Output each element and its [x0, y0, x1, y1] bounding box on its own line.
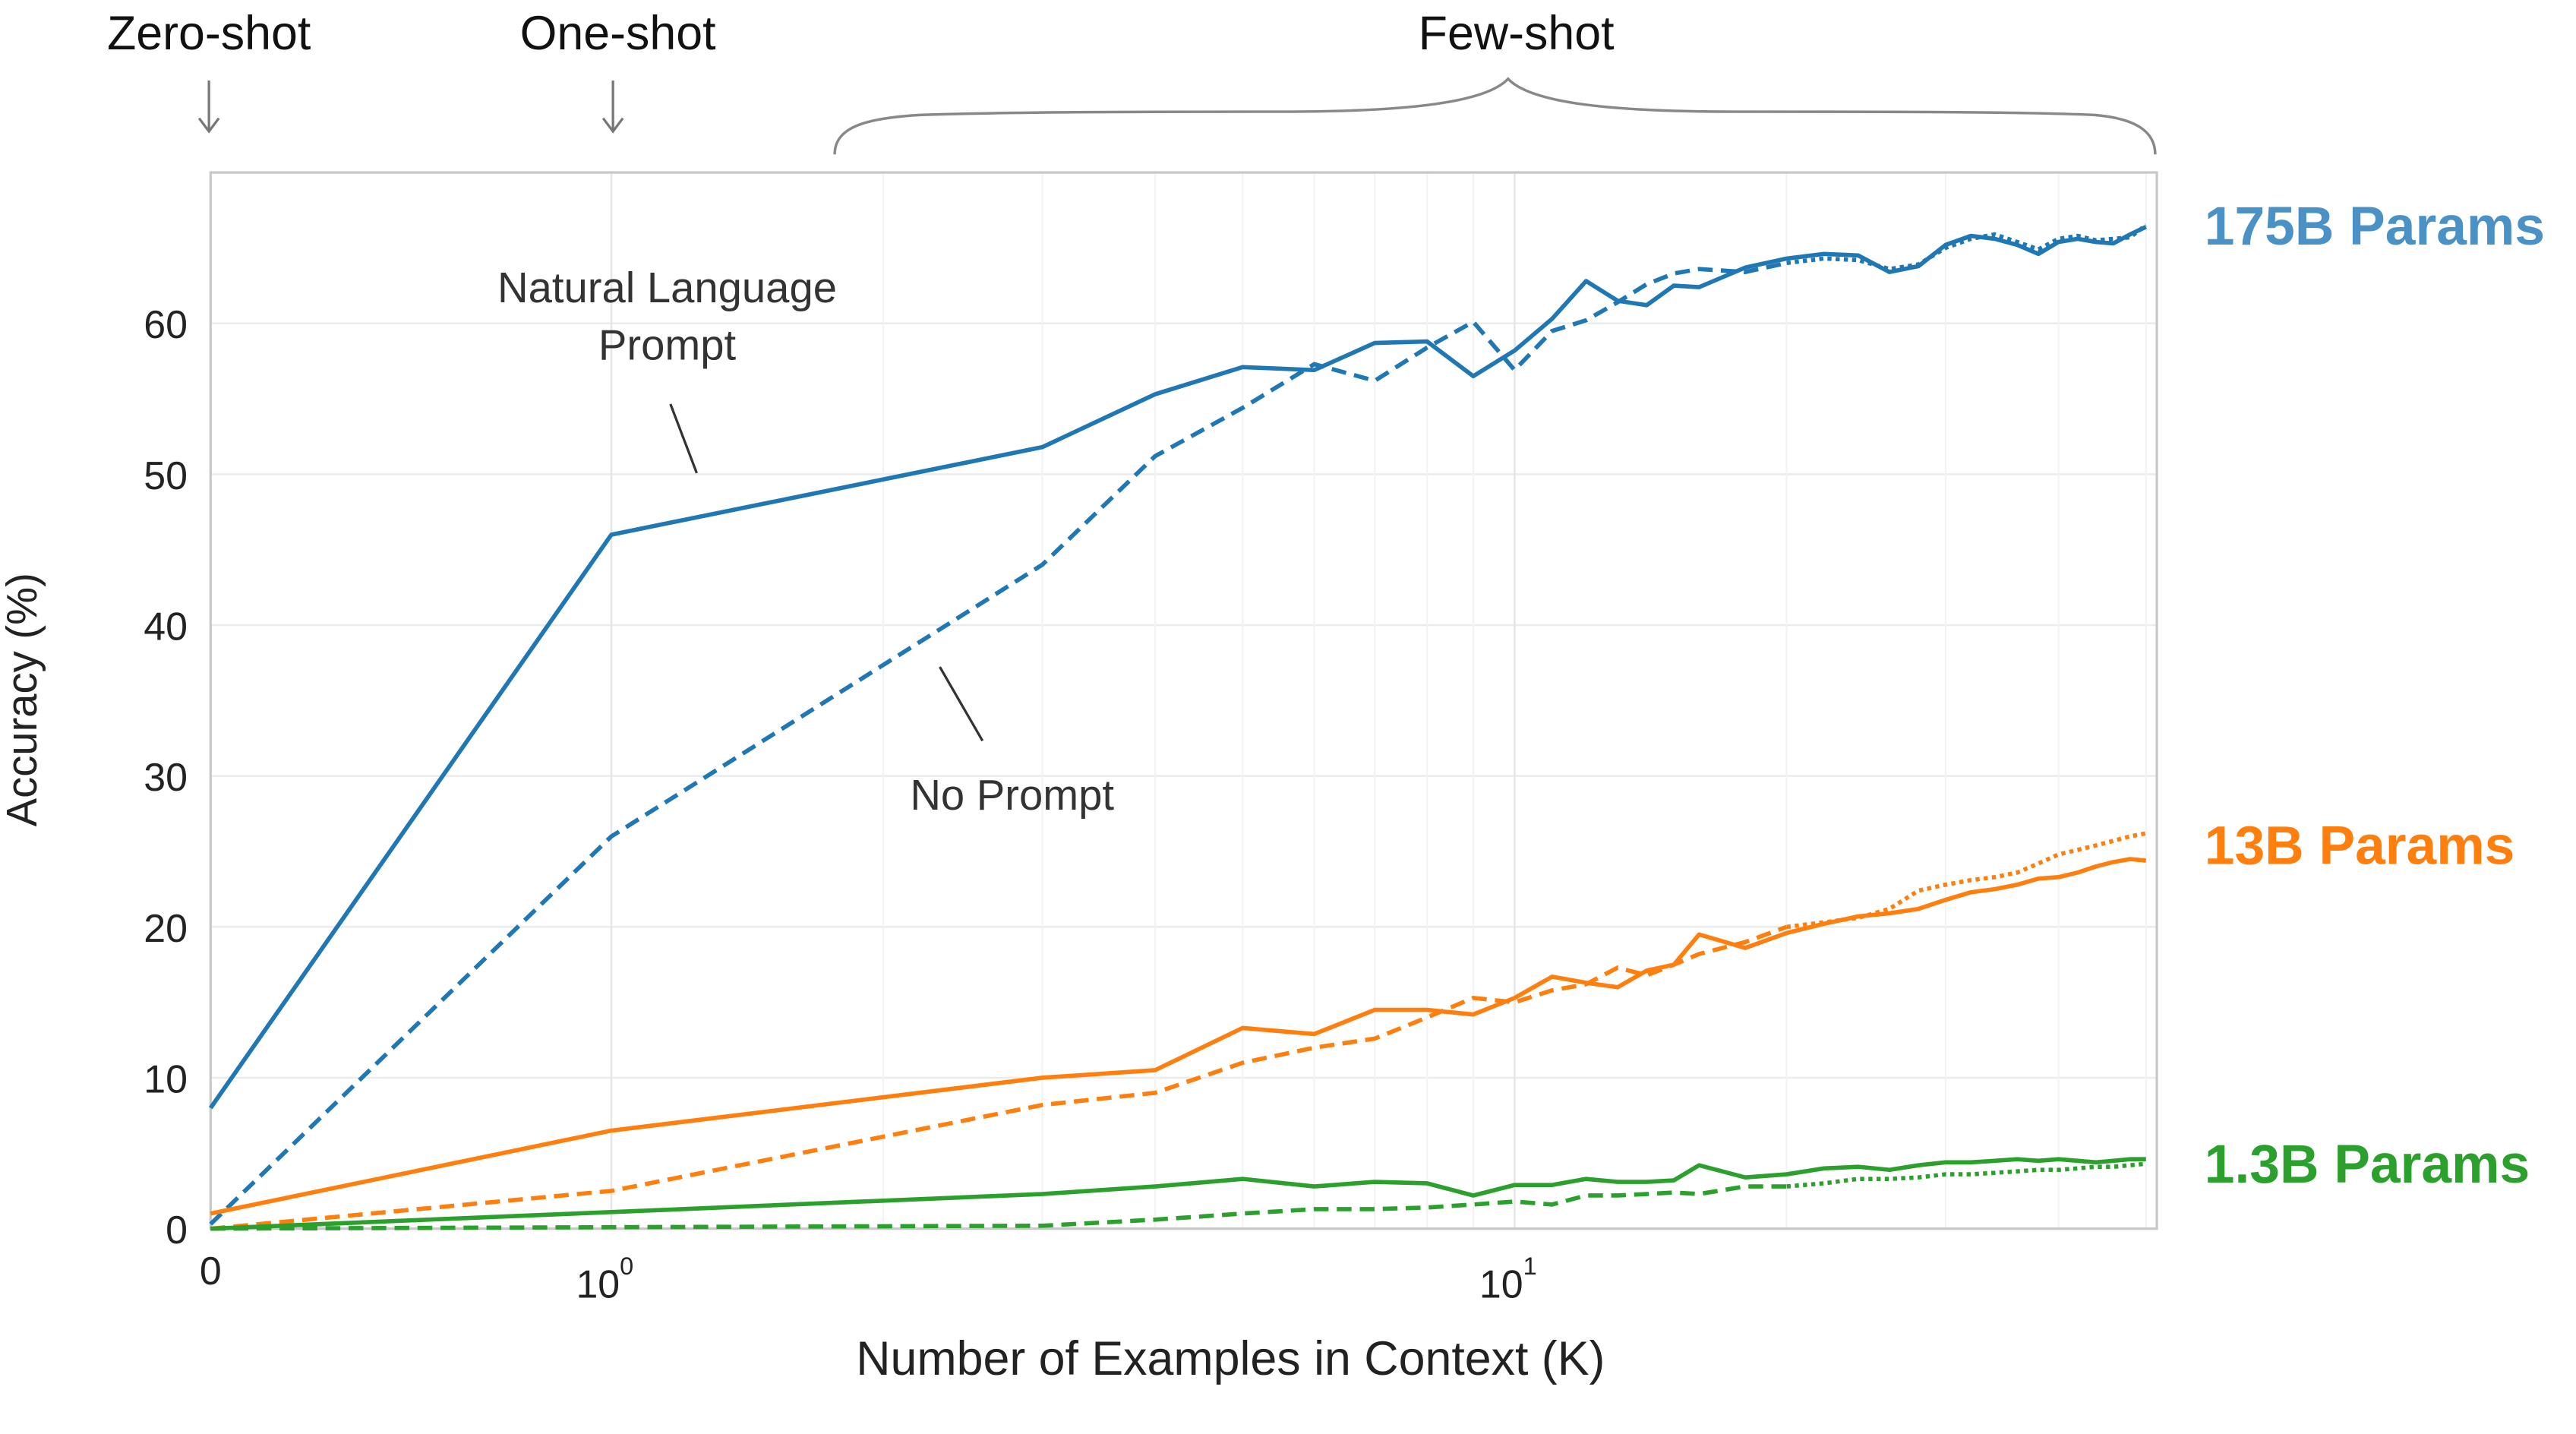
x-axis-label: Number of Examples in Context (K)	[856, 1332, 1605, 1385]
y-tick-0: 0	[166, 1208, 188, 1252]
y-tick-40: 40	[144, 605, 188, 649]
natural-language-annotation: Natural Language Prompt	[497, 264, 837, 369]
y-tick-labels: 0 10 20 30 40 50 60	[144, 302, 188, 1252]
plot-frame	[209, 171, 2158, 1230]
x-tick-10-0: 100	[576, 1252, 633, 1306]
one-shot-arrow-icon	[601, 80, 624, 134]
label-13b: 13B Params	[2205, 816, 2515, 877]
one-shot-label: One-shot	[520, 7, 716, 60]
x-tick-10-1: 101	[1479, 1252, 1537, 1306]
13b-params-no-prompt-line	[210, 924, 1788, 1231]
1-3b-params-natural-language-prompt-line	[210, 1157, 2146, 1231]
13b-params-no-prompt-line-dotted	[1786, 831, 2147, 930]
y-tick-10: 10	[144, 1057, 188, 1101]
175b-params-no-prompt-line-dotted	[1786, 223, 2148, 272]
series-lines	[208, 223, 2148, 1231]
few-shot-label: Few-shot	[1419, 7, 1615, 60]
1-3b-params-no-prompt-line	[210, 1184, 1787, 1231]
zero-shot-label: Zero-shot	[107, 7, 311, 60]
y-tick-20: 20	[144, 906, 188, 950]
zero-shot-arrow-icon	[197, 80, 220, 134]
y-axis-label: Accuracy (%)	[0, 573, 46, 826]
13b-params-natural-language-prompt-line	[210, 857, 2147, 1216]
y-tick-30: 30	[144, 755, 188, 799]
natural-language-pointer	[669, 403, 698, 474]
y-tick-50: 50	[144, 453, 188, 497]
x-tick-0: 0	[200, 1249, 222, 1293]
175b-params-natural-language-prompt-line	[208, 225, 2147, 1110]
few-shot-brace	[833, 77, 2157, 155]
y-tick-60: 60	[144, 302, 188, 346]
no-prompt-annotation: No Prompt	[910, 771, 1114, 819]
label-1-3b: 1.3B Params	[2205, 1134, 2530, 1195]
175b-params-no-prompt-line	[209, 261, 1788, 1226]
grid	[210, 172, 2158, 1229]
label-175b: 175B Params	[2205, 196, 2545, 257]
no-prompt-pointer	[939, 666, 984, 742]
